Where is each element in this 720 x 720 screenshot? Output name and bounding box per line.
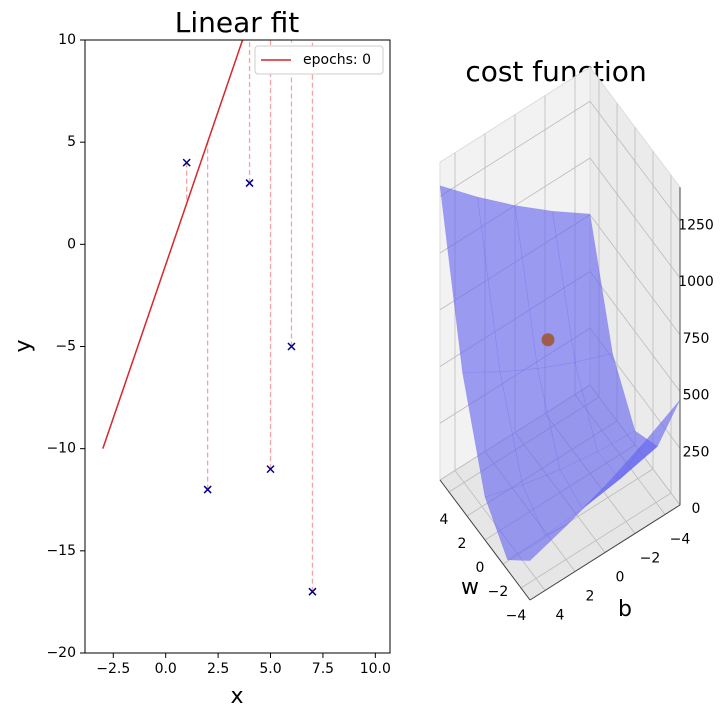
chart-title: Linear fit (175, 6, 300, 39)
grid-line (589, 214, 681, 335)
x-tick-label: 5.0 (259, 661, 281, 677)
current-point (541, 333, 555, 347)
grid-line (439, 100, 591, 197)
w-axis (439, 479, 531, 601)
z-tick-label: 0 (692, 501, 701, 517)
b-axis (529, 504, 681, 601)
x-tick-label: −2.5 (96, 661, 130, 677)
grid-line (589, 157, 681, 279)
point (266, 465, 275, 474)
b-tick-label: 2 (586, 589, 595, 605)
point (245, 179, 254, 188)
grid-line (589, 271, 681, 392)
x-tick-label: 10.0 (360, 661, 391, 677)
surface-patch (506, 524, 568, 561)
y-tick-label: −20 (46, 645, 76, 661)
w-tick-label: −2 (488, 584, 509, 600)
point (287, 342, 296, 351)
x-tick-label: 7.5 (312, 661, 334, 677)
w-tick-label: 4 (440, 512, 449, 528)
fit-line (102, 40, 244, 449)
x-tick-label: 2.5 (207, 661, 229, 677)
plot-area (102, 40, 314, 592)
y-tick-label: 10 (58, 32, 76, 48)
axes-frame (84, 39, 391, 654)
w-tick-label: −4 (506, 608, 527, 624)
x-axis-label: x (230, 684, 243, 709)
w-axis-label: w (461, 575, 479, 600)
z-tick-label: 500 (683, 388, 710, 404)
legend-box (254, 45, 384, 75)
grid-line (589, 101, 681, 222)
z-tick-label: 250 (683, 444, 710, 460)
z-tick-label: 750 (683, 331, 710, 347)
y-tick-label: −15 (46, 543, 76, 559)
b-tick-label: −2 (640, 551, 661, 567)
y-axis-label: y (11, 339, 36, 352)
y-tick-label: −10 (46, 441, 76, 457)
y-tick-label: 5 (67, 134, 76, 150)
point (182, 158, 191, 167)
z-tick-label: 1000 (678, 274, 714, 290)
b-tick-label: 4 (556, 608, 565, 624)
b-tick-label: −4 (670, 532, 691, 548)
point (203, 485, 212, 494)
b-axis-label: b (618, 597, 632, 622)
w-tick-label: 2 (458, 536, 467, 552)
y-tick-label: −5 (55, 339, 76, 355)
point (308, 587, 317, 596)
w-tick-label: 0 (476, 560, 485, 576)
b-tick-label: 0 (616, 570, 625, 586)
chart-title: cost function (465, 55, 646, 88)
y-tick-label: 0 (67, 236, 76, 252)
z-tick-label: 1250 (678, 217, 714, 233)
x-tick-label: 0.0 (155, 661, 177, 677)
legend-label: epochs: 0 (303, 52, 371, 68)
